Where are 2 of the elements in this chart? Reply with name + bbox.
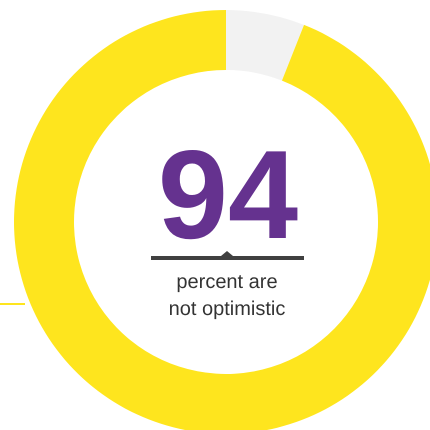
- data-label: 94: [158, 124, 298, 265]
- slice-label: percent are not optimistic: [168, 271, 286, 320]
